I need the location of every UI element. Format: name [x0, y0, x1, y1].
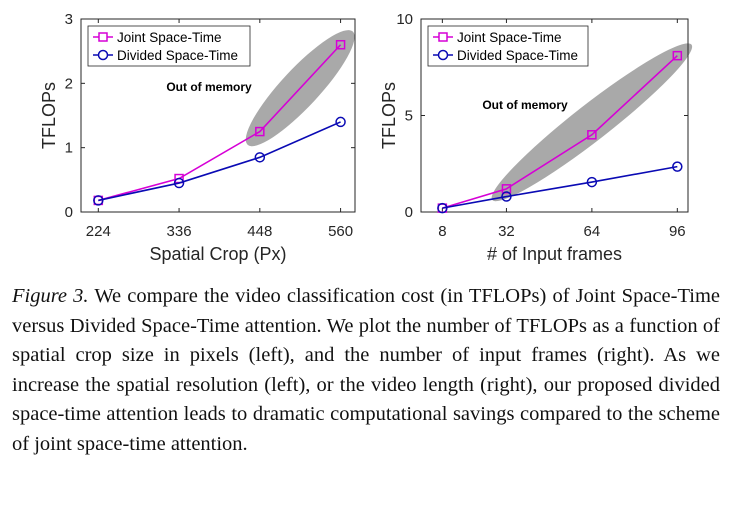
data-point-circle: [672, 161, 683, 172]
x-tick-label: 336: [167, 223, 192, 240]
series-line-2: [98, 121, 341, 202]
x-axis-label: # of Input frames: [487, 244, 622, 264]
data-point-circle: [93, 195, 104, 206]
legend-marker-circle: [437, 49, 449, 61]
caption-label: Figure 3.: [12, 285, 89, 307]
data-point-square: [501, 184, 512, 194]
chart-2: Out of memory 8 32 64 96 0 5 10 # of Input frame…: [379, 11, 693, 264]
legend-entry-label: Joint Space-Time: [117, 30, 222, 45]
data-point-circle: [335, 116, 346, 128]
legend-box: [87, 25, 251, 67]
y-tick-label: 2: [65, 75, 73, 92]
x-tick-label: 32: [498, 223, 515, 240]
x-tick-label: 560: [328, 223, 353, 240]
x-tick-label: 8: [438, 223, 446, 240]
legend-entry-label: Divided Space-Time: [117, 48, 238, 63]
x-tick-label: 224: [86, 223, 111, 240]
legend-entry-label: Joint Space-Time: [457, 30, 562, 45]
y-tick-label: 3: [65, 11, 73, 28]
legend-marker-square: [438, 32, 448, 42]
legend: Joint Space-Time Divided Space-Time: [427, 25, 589, 67]
legend-box: [427, 25, 589, 67]
data-point-circle: [501, 191, 512, 202]
x-tick-label: 96: [669, 223, 686, 240]
y-axis-label: TFLOPs: [379, 82, 399, 149]
legend-marker-circle: [97, 49, 109, 61]
out-of-memory-region: [491, 43, 693, 202]
data-point-circle: [586, 176, 598, 188]
y-tick-label: 10: [396, 11, 413, 28]
y-tick-label: 1: [65, 140, 73, 157]
series-line-1: [98, 44, 342, 202]
data-point-square: [587, 130, 597, 140]
data-point-circle: [173, 177, 185, 189]
data-point-circle: [254, 152, 266, 163]
x-tick-label: 448: [247, 223, 272, 240]
data-point-square: [335, 39, 346, 50]
legend-entry-label: Divided Space-Time: [457, 48, 578, 63]
data-point-square: [672, 50, 683, 61]
y-tick-label: 0: [65, 204, 73, 221]
plot-frame: [80, 18, 356, 213]
series-line-1: [442, 55, 678, 209]
x-axis-label: Spatial Crop (Px): [149, 244, 286, 264]
legend: Joint Space-Time Divided Space-Time: [87, 25, 251, 67]
caption-text: We compare the video classification cost…: [12, 285, 720, 455]
chart-1: Out of memory 224 336 448 560 0 1 2 3 Spatial Cro…: [39, 11, 356, 264]
y-axis-label: TFLOPs: [39, 82, 59, 149]
series-line-2: [442, 165, 678, 209]
annotation-out-of-memory: Out of memory: [482, 98, 568, 112]
x-tick-label: 64: [584, 223, 601, 240]
annotation-out-of-memory: Out of memory: [166, 80, 252, 94]
y-tick-label: 5: [405, 108, 413, 125]
data-point-circle: [437, 202, 448, 214]
data-point-square: [255, 126, 265, 137]
y-tick-label: 0: [405, 204, 413, 221]
figure-caption: Figure 3. We compare the video classific…: [12, 282, 720, 459]
legend-marker-square: [98, 32, 108, 42]
